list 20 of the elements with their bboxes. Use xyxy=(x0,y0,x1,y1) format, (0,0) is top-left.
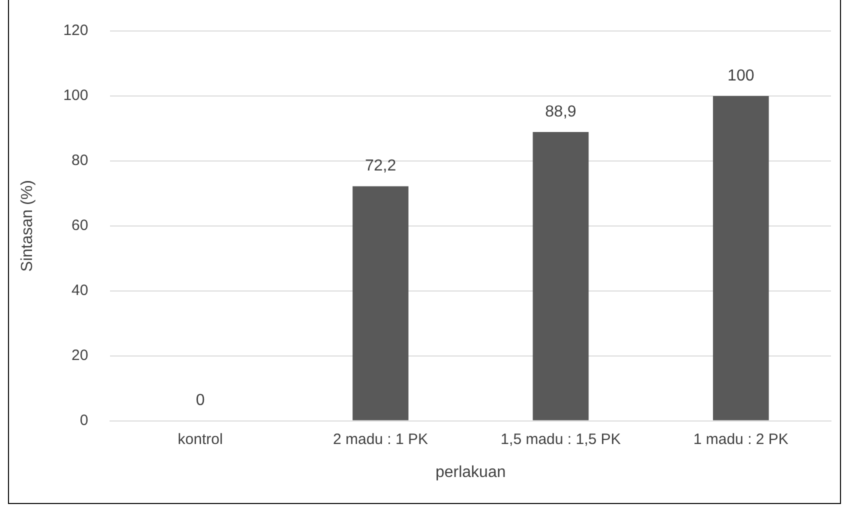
y-tick-label: 80 xyxy=(72,152,88,170)
data-label: 100 xyxy=(728,67,754,84)
bar xyxy=(532,132,589,420)
x-tick-label: 2 madu : 1 PK xyxy=(332,430,428,448)
y-tick-label: 40 xyxy=(72,282,88,300)
y-tick-label: 120 xyxy=(63,22,88,40)
data-label: 72,2 xyxy=(364,158,396,175)
x-axis-title: perlakuan xyxy=(435,464,506,481)
x-tick-label: kontrol xyxy=(178,430,223,448)
data-label: 0 xyxy=(196,392,205,410)
y-tick-label: 20 xyxy=(72,346,88,364)
y-axis-title: Sintasan (%) xyxy=(19,180,36,272)
bar xyxy=(712,96,769,420)
x-tick-label: 1,5 madu : 1,5 PK xyxy=(500,430,621,448)
y-tick-label: 0 xyxy=(80,412,88,429)
data-label: 88,9 xyxy=(545,103,576,120)
x-tick-label: 1 madu : 2 PK xyxy=(693,430,788,448)
y-tick-label: 60 xyxy=(72,217,88,234)
y-tick-label: 100 xyxy=(63,87,88,104)
bar xyxy=(352,186,408,420)
